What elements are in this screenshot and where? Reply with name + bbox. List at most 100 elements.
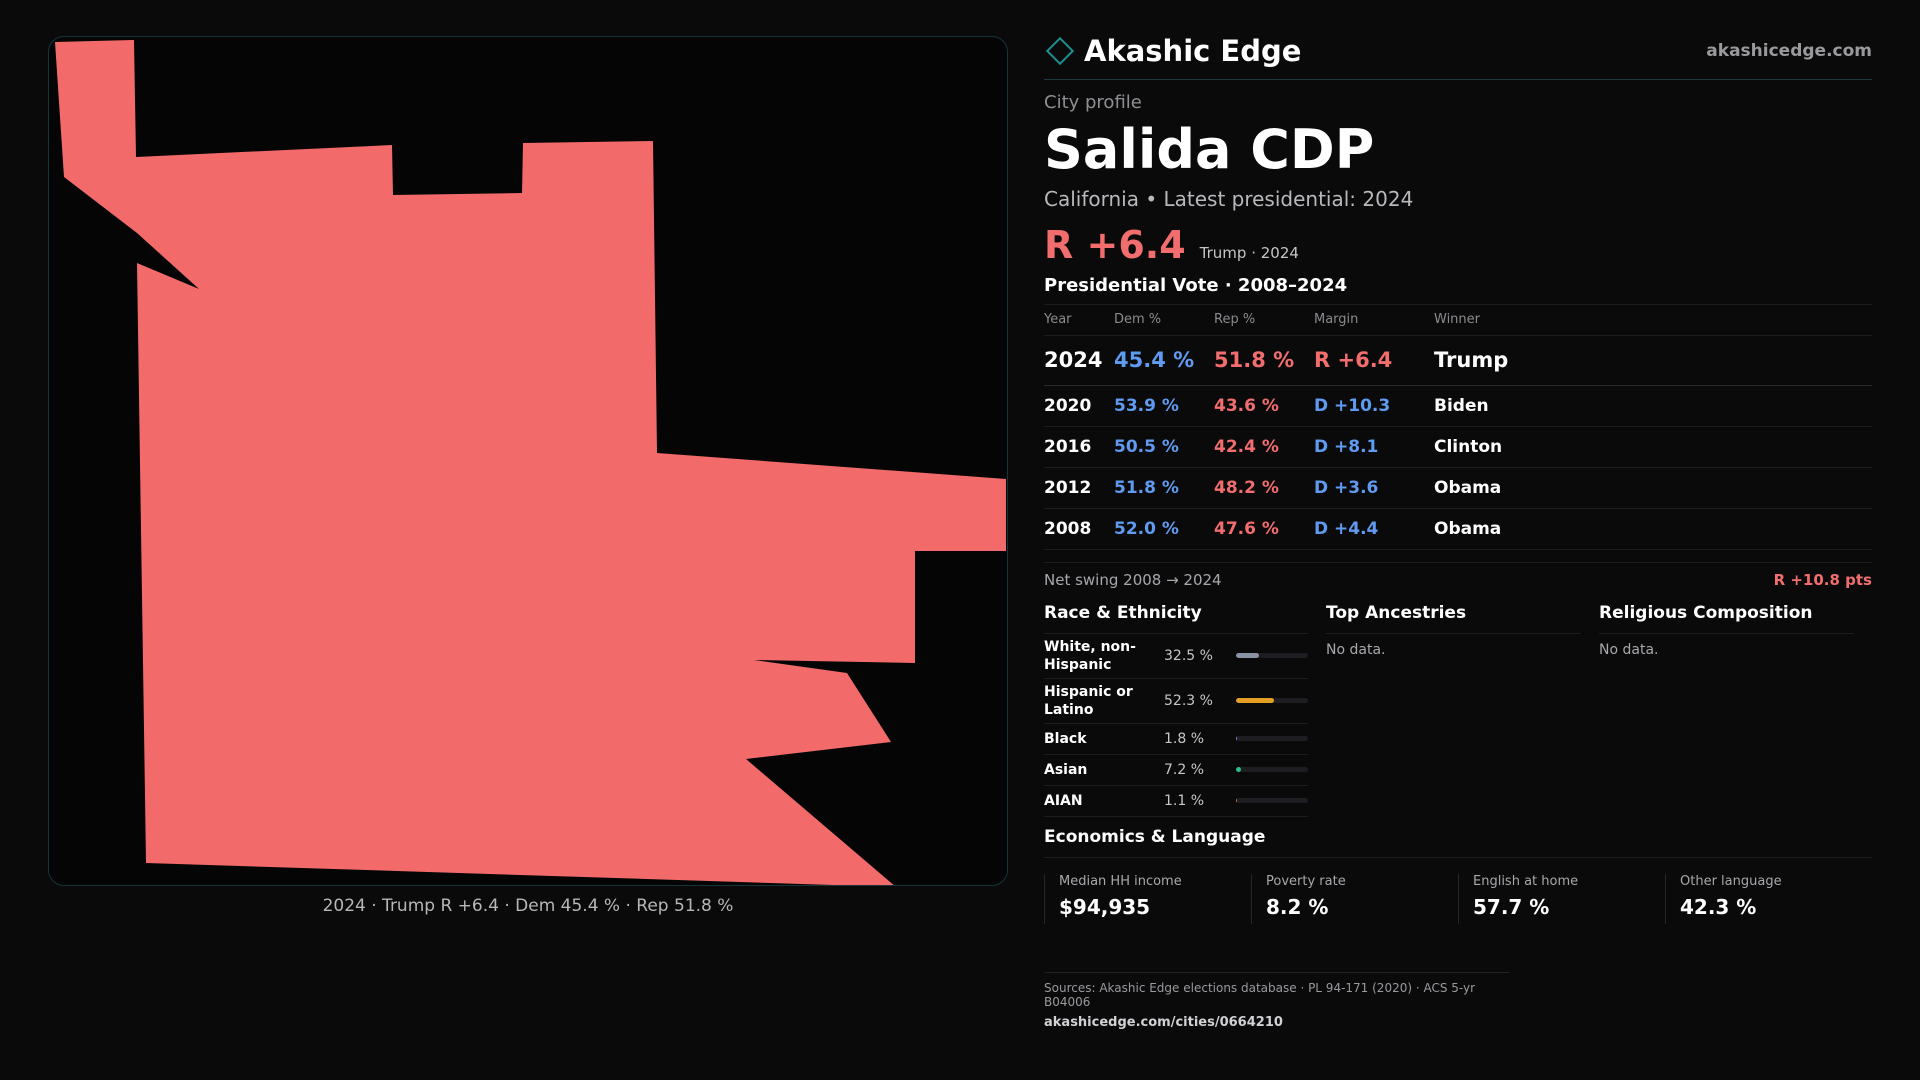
latest-margin-value: R +6.4 [1044, 223, 1186, 267]
city-subtitle: California • Latest presidential: 2024 [1044, 187, 1414, 211]
econ-stat: Median HH income $94,935 [1044, 873, 1251, 924]
race-section-title: Race & Ethnicity [1044, 603, 1308, 634]
diamond-logo-icon [1045, 36, 1075, 65]
religion-title: Religious Composition [1599, 603, 1854, 634]
latest-margin-note: Trump · 2024 [1199, 244, 1299, 262]
race-bar-fill [1236, 653, 1260, 658]
sources-footer: Sources: Akashic Edge elections database… [1044, 971, 1510, 1030]
row-rep: 43.6 % [1214, 385, 1314, 427]
row-rep: 48.2 % [1214, 467, 1314, 509]
row-dem: 52.0 % [1114, 508, 1214, 550]
table-row: 2008 52.0 % 47.6 % D +4.4 Obama [1044, 508, 1872, 550]
profile-panel: Akashic Edge akashicedge.com City profil… [1044, 30, 1872, 1030]
sources-text: Sources: Akashic Edge elections database… [1044, 980, 1476, 1009]
header-rep: Rep % [1214, 305, 1314, 336]
econ-value: $94,935 [1059, 894, 1151, 919]
list-item: Asian 7.2 % [1044, 755, 1308, 786]
race-pct: 52.3 % [1164, 692, 1213, 709]
net-swing-label: Net swing 2008 → 2024 [1044, 570, 1222, 589]
race-bar-track [1236, 698, 1308, 703]
row-year: 2008 [1044, 508, 1114, 550]
city-boundary-polygon [55, 40, 1006, 885]
row-margin: D +3.6 [1314, 467, 1434, 509]
row-margin: D +10.3 [1314, 385, 1434, 427]
brand-url-link[interactable]: akashicedge.com [1706, 40, 1872, 61]
net-swing-row: Net swing 2008 → 2024 R +10.8 pts [1044, 561, 1872, 589]
net-swing-value: R +10.8 pts [1773, 570, 1872, 589]
race-pct: 7.2 % [1164, 761, 1205, 778]
list-item: Hispanic or Latino 52.3 % [1044, 679, 1308, 724]
econ-label: Poverty rate [1266, 873, 1346, 889]
econ-stat: English at home 57.7 % [1458, 873, 1665, 924]
brand-header: Akashic Edge akashicedge.com [1044, 30, 1872, 80]
race-bar-fill [1236, 767, 1242, 772]
econ-grid: Median HH income $94,935 Poverty rate 8.… [1044, 873, 1872, 924]
ancestries-section: Top Ancestries No data. [1326, 603, 1599, 817]
race-pct: 1.1 % [1164, 792, 1205, 809]
vote-section-title: Presidential Vote · 2008–2024 [1044, 275, 1872, 305]
table-row: 2020 53.9 % 43.6 % D +10.3 Biden [1044, 385, 1872, 427]
econ-section-title: Economics & Language [1044, 827, 1872, 858]
econ-value: 57.7 % [1473, 894, 1550, 919]
map-caption: 2024 · Trump R +6.4 · Dem 45.4 % · Rep 5… [322, 896, 734, 916]
race-name: AIAN [1044, 792, 1083, 809]
race-bar-track [1236, 653, 1308, 658]
econ-label: Median HH income [1059, 873, 1182, 889]
race-bar-track [1236, 767, 1308, 772]
row-dem: 53.9 % [1114, 385, 1214, 427]
brand-name: Akashic Edge [1084, 33, 1302, 68]
permalink[interactable]: akashicedge.com/cities/0664210 [1044, 1014, 1283, 1030]
list-item: White, non-Hispanic 32.5 % [1044, 634, 1308, 679]
religion-empty: No data. [1599, 641, 1659, 658]
city-boundary-shape [55, 40, 1006, 885]
race-name: White, non-Hispanic [1044, 638, 1136, 673]
row-margin: R +6.4 [1314, 335, 1434, 386]
row-year: 2012 [1044, 467, 1114, 509]
row-year: 2024 [1044, 335, 1114, 386]
row-dem: 51.8 % [1114, 467, 1214, 509]
table-row: 2012 51.8 % 48.2 % D +3.6 Obama [1044, 467, 1872, 509]
row-year: 2020 [1044, 385, 1114, 427]
demographics-columns: Race & Ethnicity White, non-Hispanic 32.… [1044, 603, 1872, 817]
table-header-row: Year Dem % Rep % Margin Winner [1044, 305, 1872, 336]
row-rep: 42.4 % [1214, 426, 1314, 468]
row-dem: 50.5 % [1114, 426, 1214, 468]
row-dem: 45.4 % [1114, 335, 1214, 386]
list-item: AIAN 1.1 % [1044, 786, 1308, 817]
latest-margin: R +6.4 Trump · 2024 [1044, 223, 1872, 267]
header-dem: Dem % [1114, 305, 1214, 336]
race-bar-fill [1236, 736, 1238, 741]
city-boundary-map [48, 36, 1008, 886]
econ-value: 42.3 % [1680, 894, 1757, 919]
econ-stat: Poverty rate 8.2 % [1251, 873, 1458, 924]
brand-logo[interactable]: Akashic Edge [1044, 34, 1301, 68]
race-name: Black [1044, 730, 1087, 747]
religion-section: Religious Composition No data. [1599, 603, 1872, 817]
econ-stat: Other language 42.3 % [1665, 873, 1872, 924]
row-winner: Obama [1434, 508, 1872, 550]
race-bar-track [1236, 736, 1308, 741]
ancestries-empty: No data. [1326, 641, 1386, 658]
race-name: Hispanic or Latino [1044, 683, 1133, 718]
row-winner: Biden [1434, 385, 1872, 427]
race-bar-track [1236, 798, 1308, 803]
row-rep: 51.8 % [1214, 335, 1314, 386]
header-margin: Margin [1314, 305, 1434, 336]
page-title: Salida CDP [1044, 118, 1375, 181]
econ-label: Other language [1680, 873, 1782, 889]
list-item: Black 1.8 % [1044, 724, 1308, 755]
row-margin: D +8.1 [1314, 426, 1434, 468]
header-winner: Winner [1434, 305, 1872, 336]
ancestries-title: Top Ancestries [1326, 603, 1581, 634]
presidential-vote-table: Year Dem % Rep % Margin Winner 2024 45.4… [1044, 305, 1872, 550]
row-year: 2016 [1044, 426, 1114, 468]
table-row: 2024 45.4 % 51.8 % R +6.4 Trump [1044, 335, 1872, 386]
table-row: 2016 50.5 % 42.4 % D +8.1 Clinton [1044, 426, 1872, 468]
race-pct: 1.8 % [1164, 730, 1205, 747]
row-winner: Obama [1434, 467, 1872, 509]
row-rep: 47.6 % [1214, 508, 1314, 550]
row-margin: D +4.4 [1314, 508, 1434, 550]
race-bar-fill [1236, 798, 1237, 803]
race-ethnicity-section: Race & Ethnicity White, non-Hispanic 32.… [1044, 603, 1326, 817]
race-pct: 32.5 % [1164, 647, 1213, 664]
